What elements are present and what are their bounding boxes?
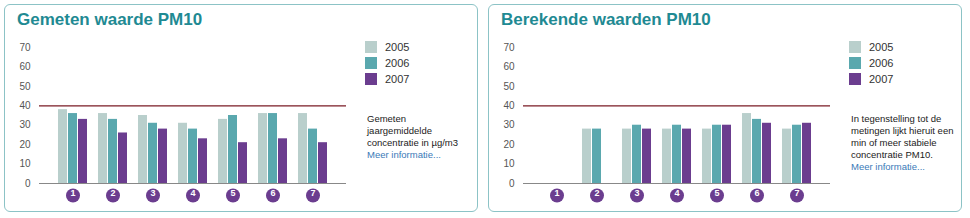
svg-text:1: 1 [70, 188, 75, 198]
svg-text:5: 5 [714, 188, 719, 198]
svg-text:7: 7 [310, 188, 315, 198]
html-text:Meer informatie...: Meer informatie... [367, 149, 441, 160]
svg-text:50: 50 [503, 81, 515, 92]
html-text:Meer informatie...: Meer informatie... [851, 161, 925, 172]
svg-text:10: 10 [503, 158, 515, 169]
svg-text:3: 3 [150, 188, 155, 198]
svg-text:30: 30 [503, 119, 515, 130]
svg-text:0: 0 [509, 178, 515, 189]
html-text:2006: 2006 [869, 57, 894, 69]
svg-text:6: 6 [754, 188, 759, 198]
svg-text:50: 50 [19, 81, 31, 92]
html-text:Gemeten waarde PM10: Gemeten waarde PM10 [17, 10, 203, 29]
svg-text:4: 4 [674, 188, 679, 198]
svg-text:20: 20 [503, 139, 515, 150]
html-text:In tegenstelling tot de meting: In tegenstelling tot de metingen lijkt h… [851, 113, 954, 160]
html-text:Berekende waarden PM10: Berekende waarden PM10 [501, 10, 711, 29]
svg-text:2: 2 [110, 188, 115, 198]
svg-text:70: 70 [19, 42, 31, 53]
svg-text:70: 70 [503, 42, 515, 53]
svg-text:1: 1 [554, 188, 559, 198]
svg-text:20: 20 [19, 139, 31, 150]
html-text:2007: 2007 [385, 73, 410, 85]
svg-text:7: 7 [794, 188, 799, 198]
svg-text:60: 60 [19, 61, 31, 72]
svg-text:0: 0 [25, 178, 31, 189]
svg-text:4: 4 [190, 188, 195, 198]
svg-text:60: 60 [503, 61, 515, 72]
html-text:2005: 2005 [869, 41, 894, 53]
svg-text:6: 6 [270, 188, 275, 198]
svg-text:2: 2 [594, 188, 599, 198]
svg-text:40: 40 [503, 100, 515, 111]
svg-text:3: 3 [634, 188, 639, 198]
svg-text:40: 40 [19, 100, 31, 111]
html-text:Gemeten jaargemiddelde concent: Gemeten jaargemiddelde concentratie in µ… [367, 113, 458, 148]
html-text:2007: 2007 [869, 73, 894, 85]
svg-text:30: 30 [19, 119, 31, 130]
svg-text:10: 10 [19, 158, 31, 169]
html-text:2005: 2005 [385, 41, 410, 53]
html-text:2006: 2006 [385, 57, 410, 69]
svg-text:5: 5 [230, 188, 235, 198]
